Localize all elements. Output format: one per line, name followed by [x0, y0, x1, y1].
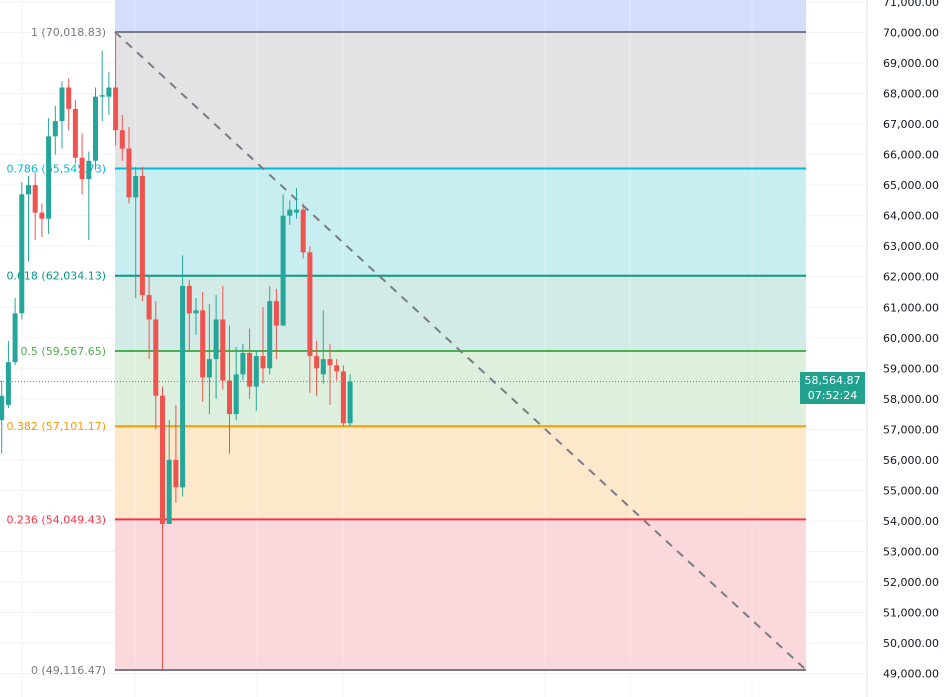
fib-zone	[115, 32, 806, 169]
candle-body	[52, 121, 58, 137]
candle-body	[166, 459, 172, 524]
candle-body	[32, 185, 38, 213]
candle-body	[66, 87, 72, 109]
y-tick-label: 49,000.00	[883, 667, 939, 680]
candle-body	[273, 301, 279, 326]
candle-body	[267, 301, 273, 369]
y-tick-label: 62,000.00	[883, 271, 939, 284]
candle-body	[200, 310, 206, 378]
fib-level-label: 1 (70,018.83)	[31, 26, 106, 39]
candle-body	[39, 212, 45, 219]
y-tick-label: 58,000.00	[883, 393, 939, 406]
y-tick-label: 52,000.00	[883, 576, 939, 589]
y-tick-label: 66,000.00	[883, 149, 939, 162]
y-tick-label: 64,000.00	[883, 210, 939, 223]
candle-body	[253, 356, 259, 387]
candle-body	[294, 209, 299, 213]
candle-body	[327, 359, 333, 366]
y-tick-label: 50,000.00	[883, 637, 939, 650]
candles	[0, 32, 353, 670]
candle-body	[146, 295, 152, 320]
y-tick-label: 69,000.00	[883, 57, 939, 70]
candle-body	[334, 365, 340, 372]
trend-line	[114, 31, 807, 671]
fib-zone	[115, 168, 806, 276]
fib-level-label: 0.236 (54,049.43)	[6, 513, 106, 526]
y-tick-label: 51,000.00	[883, 606, 939, 619]
candle-body	[260, 356, 266, 369]
candle-body	[86, 160, 92, 180]
candle-body	[160, 395, 165, 524]
candle-body	[287, 209, 293, 216]
candle-body	[99, 95, 105, 97]
axis-background	[867, 0, 947, 697]
price-axis[interactable]: 49,000.00 50,000.00 51,000.00 52,000.00 53,0…	[866, 0, 947, 697]
candle-body	[233, 374, 239, 415]
y-tick-label: 65,000.00	[883, 179, 939, 192]
y-tick-label: 68,000.00	[883, 88, 939, 101]
candle-body	[180, 285, 186, 488]
candle-body	[347, 381, 353, 424]
y-tick-label: 67,000.00	[883, 118, 939, 131]
y-tick-label: 60,000.00	[883, 332, 939, 345]
fib-zone	[115, 519, 806, 670]
candle-body	[240, 353, 246, 375]
candle-body	[307, 252, 313, 357]
candle-body	[133, 176, 139, 198]
candle-body	[227, 380, 232, 415]
candle-body	[206, 359, 212, 378]
y-tick-label: 55,000.00	[883, 484, 939, 497]
candle-body	[193, 310, 199, 314]
y-tick-label: 54,000.00	[883, 515, 939, 528]
candle-body	[119, 130, 125, 149]
candle-body	[300, 209, 306, 253]
candle-body	[126, 148, 132, 198]
candle-body	[26, 185, 31, 195]
y-tick-label: 61,000.00	[883, 301, 939, 314]
candle-body	[247, 353, 253, 387]
candle-body	[139, 176, 145, 296]
fib-level-label: 0.618 (62,034.13)	[6, 270, 106, 283]
y-tick-label: 59,000.00	[883, 362, 939, 375]
current-price-value: 58,564.87	[804, 373, 861, 387]
candle-body	[79, 157, 85, 180]
candle-body	[12, 313, 18, 363]
fib-zone	[115, 350, 806, 427]
candle-body	[153, 319, 159, 396]
current-price-tag: 58,564.87 07:52:24	[800, 371, 865, 404]
candle-body	[220, 319, 226, 381]
fib-level-label: 0 (49,116.47)	[31, 664, 106, 677]
candle-body	[280, 215, 286, 326]
fib-level-label: 0.5 (59,567.65)	[20, 345, 106, 358]
bar-countdown: 07:52:24	[807, 388, 858, 402]
candle-body	[93, 96, 98, 161]
y-tick-label: 57,000.00	[883, 423, 939, 436]
candle-body	[340, 371, 346, 424]
candle-body	[113, 87, 119, 131]
candle-body	[46, 136, 52, 219]
y-tick-label: 63,000.00	[883, 240, 939, 253]
candle-body	[72, 108, 78, 158]
candle-body	[314, 356, 320, 369]
candle-body	[59, 87, 65, 122]
y-tick-label: 56,000.00	[883, 454, 939, 467]
fib-retracement[interactable]: 1 (70,018.83)0.786 (65,545.73)0.618 (62,…	[0, 0, 867, 697]
candle-body	[0, 395, 5, 421]
fib-zone	[115, 275, 806, 351]
candle-body	[186, 285, 192, 314]
candle-body	[213, 319, 219, 360]
fib-zone	[115, 426, 806, 520]
y-tick-label: 70,000.00	[883, 27, 939, 40]
candle-body	[19, 194, 25, 314]
candle-body	[5, 362, 11, 405]
y-tick-label: 53,000.00	[883, 545, 939, 558]
fib-zone-above	[115, 0, 806, 32]
candle-body	[320, 359, 326, 375]
y-tick-label: 71,000.00	[883, 0, 939, 9]
candle-body	[106, 87, 112, 97]
fib-level-label: 0.382 (57,101.17)	[6, 420, 106, 433]
candle-body	[173, 459, 179, 488]
